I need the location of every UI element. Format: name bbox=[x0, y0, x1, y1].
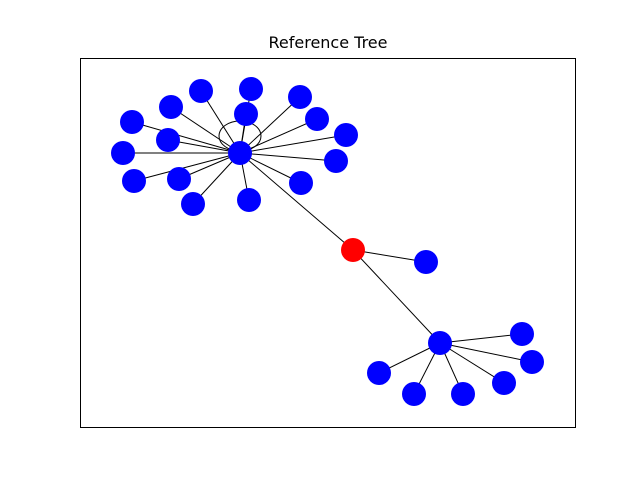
edge-h1-a1 bbox=[200, 90, 241, 154]
tree-node-a1 bbox=[189, 79, 213, 103]
tree-node-a4 bbox=[159, 95, 183, 119]
tree-node-a10 bbox=[111, 141, 135, 165]
tree-node-h1 bbox=[228, 141, 252, 165]
edge-r-h1 bbox=[239, 152, 354, 251]
figure-title: Reference Tree bbox=[268, 33, 388, 52]
edge-h1-a3 bbox=[239, 96, 301, 154]
tree-node-a12 bbox=[122, 169, 146, 193]
tree-node-a13 bbox=[167, 167, 191, 191]
tree-node-a2 bbox=[239, 77, 263, 101]
tree-node-b4 bbox=[492, 371, 516, 395]
tree-node-a3 bbox=[288, 85, 312, 109]
tree-node-leaf-r1 bbox=[414, 250, 438, 274]
tree-node-b3 bbox=[367, 361, 391, 385]
edge-h1-a7 bbox=[131, 121, 241, 154]
root-node bbox=[341, 238, 365, 262]
tree-node-a5 bbox=[234, 102, 258, 126]
edge-r-leaf-r1 bbox=[352, 249, 427, 263]
edge-h2-b1 bbox=[439, 333, 523, 344]
edge-h1-a12 bbox=[133, 152, 241, 182]
edge-h1-a11 bbox=[239, 152, 337, 162]
edge-h1-a9 bbox=[239, 134, 347, 154]
tree-node-a11 bbox=[324, 149, 348, 173]
edge-h1-a4 bbox=[170, 106, 241, 154]
edge-layer bbox=[123, 88, 533, 395]
tree-node-h2 bbox=[428, 331, 452, 355]
edge-h2-b4 bbox=[439, 342, 505, 384]
tree-node-b2 bbox=[520, 350, 544, 374]
tree-node-a6 bbox=[305, 107, 329, 131]
tree-node-a7 bbox=[120, 110, 144, 134]
edge-h1-a6 bbox=[239, 118, 318, 154]
tree-node-b1 bbox=[510, 322, 534, 346]
edge-h2-b2 bbox=[439, 342, 533, 363]
edge-h1-a8 bbox=[167, 139, 241, 154]
tree-node-a8 bbox=[156, 128, 180, 152]
node-layer bbox=[111, 77, 544, 406]
tree-node-a15 bbox=[181, 192, 205, 216]
plot-frame bbox=[80, 58, 576, 428]
tree-node-b6 bbox=[451, 382, 475, 406]
tree-node-a16 bbox=[237, 188, 261, 212]
tree-node-a9 bbox=[334, 123, 358, 147]
tree-node-a14 bbox=[289, 171, 313, 195]
edge-r-h2 bbox=[352, 249, 441, 344]
tree-node-b5 bbox=[402, 382, 426, 406]
